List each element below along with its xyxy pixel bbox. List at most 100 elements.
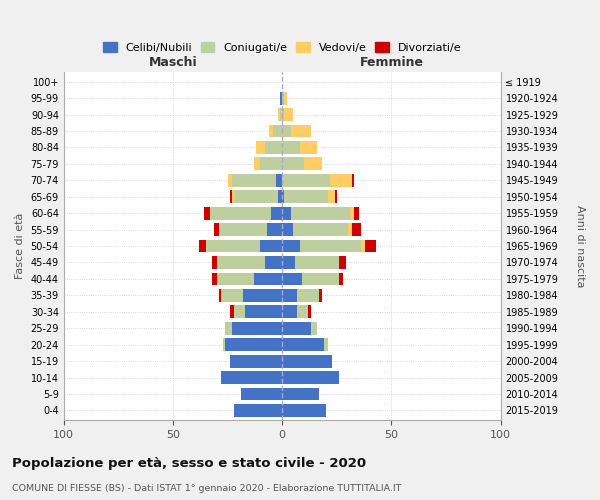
Bar [302,272,339,285]
Bar [234,404,282,417]
Bar [298,306,308,318]
Bar [280,108,282,121]
Y-axis label: Fasce di età: Fasce di età [15,213,25,279]
Bar [328,190,335,203]
Bar [282,206,291,220]
Bar [352,223,361,236]
Bar [284,190,328,203]
Bar [245,306,282,318]
Bar [299,141,317,154]
Bar [354,206,359,220]
Bar [295,256,339,269]
Bar [275,174,282,186]
Bar [298,289,319,302]
Bar [282,404,326,417]
Bar [299,240,361,252]
Bar [311,322,317,334]
Bar [280,92,282,104]
Bar [293,223,348,236]
Bar [271,206,282,220]
Bar [282,338,323,351]
Bar [348,223,352,236]
Bar [282,256,295,269]
Bar [323,338,328,351]
Text: Popolazione per età, sesso e stato civile - 2020: Popolazione per età, sesso e stato civil… [12,458,366,470]
Bar [217,272,254,285]
Bar [241,388,282,400]
Text: Femmine: Femmine [359,56,424,68]
Bar [291,124,311,138]
Bar [203,206,210,220]
Legend: Celibi/Nubili, Coniugati/e, Vedovi/e, Divorziati/e: Celibi/Nubili, Coniugati/e, Vedovi/e, Di… [100,39,464,56]
Bar [219,223,267,236]
Bar [221,289,243,302]
Bar [226,322,232,334]
Bar [227,174,232,186]
Bar [282,141,299,154]
Bar [232,322,282,334]
Bar [254,158,260,170]
Bar [282,158,304,170]
Bar [282,92,284,104]
Bar [254,272,282,285]
Bar [308,306,311,318]
Bar [206,240,260,252]
Bar [265,256,282,269]
Bar [260,240,282,252]
Bar [330,174,352,186]
Bar [282,371,339,384]
Bar [284,92,287,104]
Bar [256,141,265,154]
Bar [352,174,354,186]
Bar [269,124,274,138]
Text: COMUNE DI FIESSE (BS) - Dati ISTAT 1° gennaio 2020 - Elaborazione TUTTITALIA.IT: COMUNE DI FIESSE (BS) - Dati ISTAT 1° ge… [12,484,401,493]
Bar [284,108,293,121]
Bar [232,190,234,203]
Y-axis label: Anni di nascita: Anni di nascita [575,205,585,288]
Bar [339,272,343,285]
Bar [335,190,337,203]
Bar [226,338,282,351]
Bar [232,174,275,186]
Bar [212,256,217,269]
Bar [361,240,365,252]
Bar [274,124,282,138]
Bar [282,190,284,203]
Bar [212,272,217,285]
Bar [219,289,221,302]
Bar [234,190,278,203]
Bar [260,158,282,170]
Bar [365,240,376,252]
Bar [282,108,284,121]
Bar [282,272,302,285]
Bar [230,190,232,203]
Bar [234,306,245,318]
Bar [282,223,293,236]
Bar [243,289,282,302]
Bar [221,371,282,384]
Bar [282,240,299,252]
Bar [282,174,330,186]
Bar [267,223,282,236]
Bar [350,206,354,220]
Bar [282,322,311,334]
Bar [265,141,282,154]
Bar [282,289,298,302]
Bar [230,306,234,318]
Text: Maschi: Maschi [149,56,197,68]
Bar [199,240,206,252]
Bar [217,256,265,269]
Bar [282,124,291,138]
Bar [282,306,298,318]
Bar [304,158,322,170]
Bar [291,206,350,220]
Bar [278,108,280,121]
Bar [282,354,332,368]
Bar [214,223,219,236]
Bar [278,190,282,203]
Bar [319,289,322,302]
Bar [282,388,319,400]
Bar [339,256,346,269]
Bar [230,354,282,368]
Bar [210,206,271,220]
